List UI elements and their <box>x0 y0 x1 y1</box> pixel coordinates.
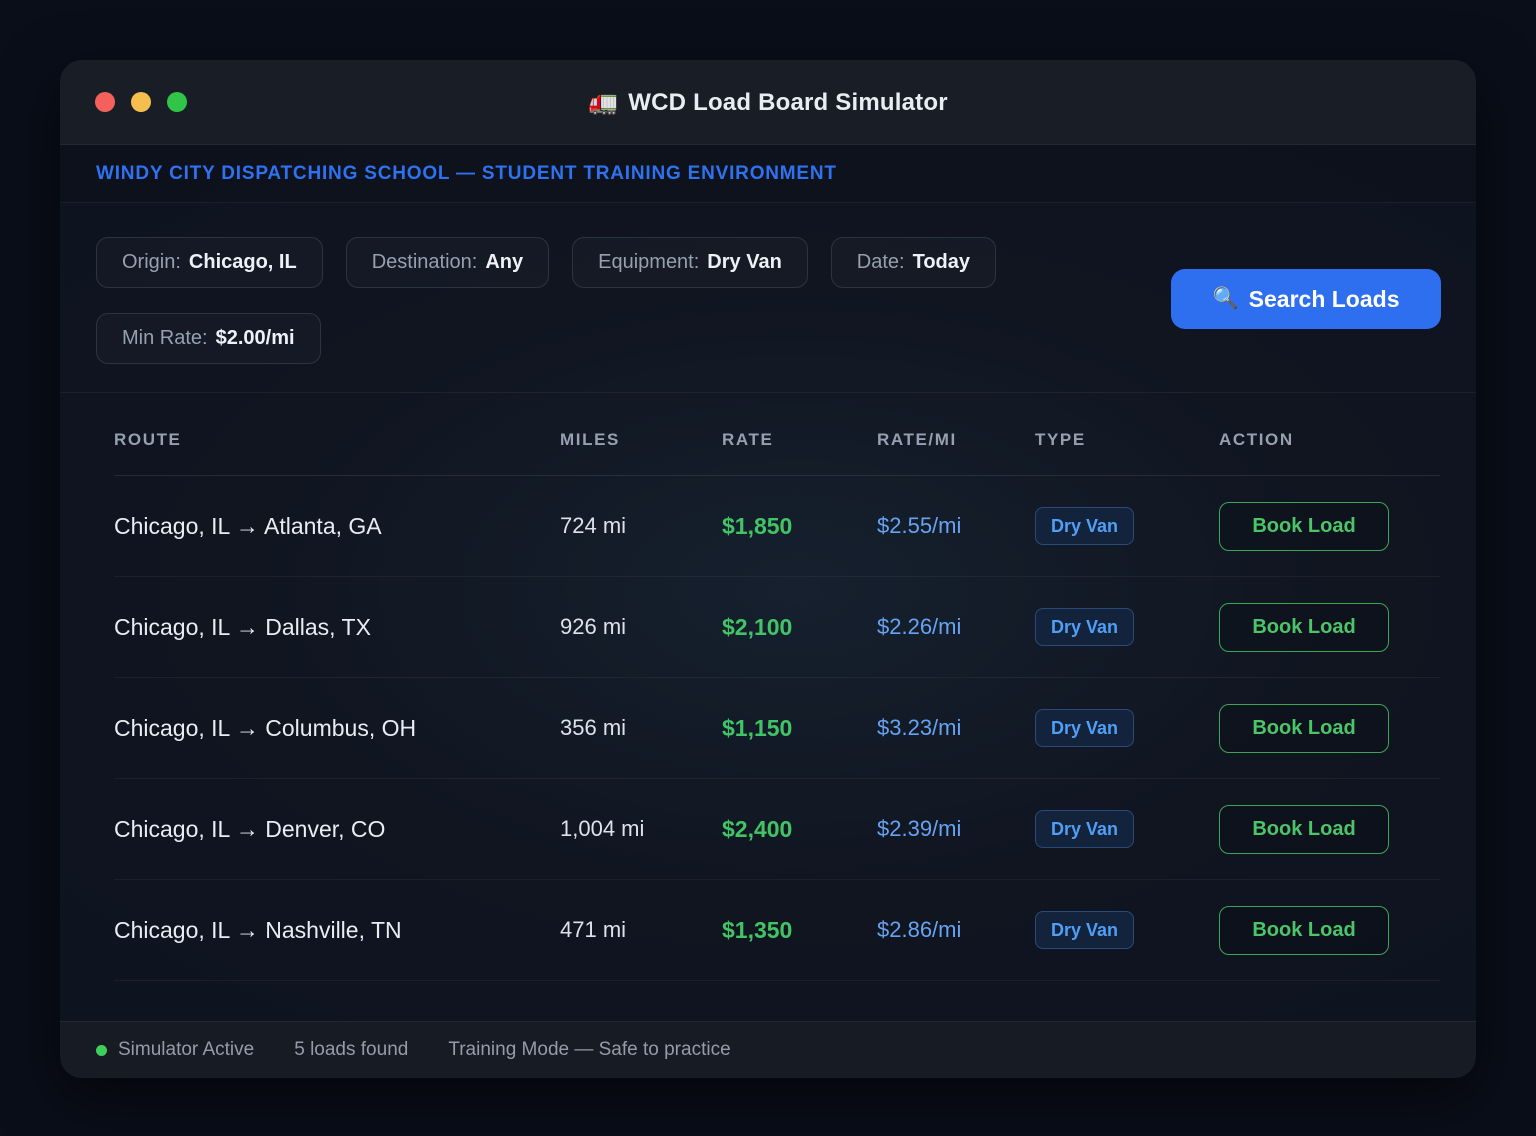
rate-cell: $1,850 <box>722 512 793 539</box>
filter-label: Destination: <box>371 251 478 273</box>
minimize-window-button[interactable] <box>131 92 151 112</box>
action-cell: Book Load <box>1219 905 1440 955</box>
column-header-action: Action <box>1219 430 1294 449</box>
simulator-status-text: Simulator Active <box>118 1039 255 1060</box>
window-title: 🚛 WCD Load Board Simulator <box>588 88 948 117</box>
search-loads-button[interactable]: 🔍 Search Loads <box>1171 269 1441 329</box>
miles-cell: 471 mi <box>560 917 627 942</box>
load-table: Route Miles Rate Rate/mi Type Action Chi… <box>96 393 1440 1021</box>
rate-cell: $1,150 <box>722 714 793 741</box>
rate-per-mi-cell: $2.55/mi <box>877 513 962 538</box>
miles-cell: 356 mi <box>560 715 627 740</box>
column-header-type: Type <box>1035 430 1086 449</box>
filter-label: Date: <box>856 251 905 273</box>
filters-panel: Origin: Chicago, IL Destination: Any Equ… <box>60 203 1476 393</box>
filter-value: Chicago, IL <box>188 251 297 273</box>
loads-found-count: 5 loads found <box>294 1039 409 1060</box>
filter-value: Today <box>912 251 971 273</box>
filter-chip-destination[interactable]: Destination: Any <box>345 237 550 288</box>
table-header-row: Route Miles Rate Rate/mi Type Action <box>114 393 1440 476</box>
traffic-lights <box>95 92 187 112</box>
miles-cell: 724 mi <box>560 513 627 538</box>
column-header-rate-per-mi: Rate/mi <box>877 430 957 449</box>
book-load-button[interactable]: Book Load <box>1219 804 1389 854</box>
app-window: 🚛 WCD Load Board Simulator WINDY CITY DIS… <box>60 60 1476 1078</box>
route-cell: Chicago, IL → Atlanta, GA <box>114 512 382 539</box>
filter-chip-date[interactable]: Date: Today <box>830 237 997 288</box>
status-bar: Simulator Active 5 loads found Training … <box>60 1021 1476 1078</box>
type-cell: Dry Van <box>1035 911 1219 949</box>
book-load-button[interactable]: Book Load <box>1219 703 1389 753</box>
rate-per-mi-cell: $2.39/mi <box>877 816 962 841</box>
type-cell: Dry Van <box>1035 507 1219 545</box>
route-cell: Chicago, IL → Columbus, OH <box>114 714 417 741</box>
filter-value: Dry Van <box>707 251 782 273</box>
equipment-badge: Dry Van <box>1035 911 1135 949</box>
equipment-badge: Dry Van <box>1035 507 1135 545</box>
action-cell: Book Load <box>1219 703 1440 753</box>
route-cell: Chicago, IL → Denver, CO <box>114 815 386 842</box>
filter-chip-row-1: Origin: Chicago, IL Destination: Any Equ… <box>96 237 1440 288</box>
load-row: Chicago, IL → Denver, CO 1,004 mi $2,400… <box>114 779 1440 880</box>
column-header-route: Route <box>114 430 182 449</box>
column-header-rate: Rate <box>722 430 774 449</box>
miles-cell: 1,004 mi <box>560 816 645 841</box>
route-cell: Chicago, IL → Dallas, TX <box>114 613 371 640</box>
type-cell: Dry Van <box>1035 608 1219 646</box>
training-mode-text: Training Mode — Safe to practice <box>448 1039 731 1060</box>
filter-chip-equipment[interactable]: Equipment: Dry Van <box>572 237 808 288</box>
filter-label: Equipment: <box>598 251 700 273</box>
equipment-badge: Dry Van <box>1035 709 1135 747</box>
action-cell: Book Load <box>1219 804 1440 854</box>
book-load-button[interactable]: Book Load <box>1219 602 1389 652</box>
filter-value: Any <box>485 251 524 273</box>
load-row: Chicago, IL → Atlanta, GA 724 mi $1,850 … <box>114 476 1440 577</box>
search-loads-label: Search Loads <box>1248 285 1400 312</box>
simulator-status: Simulator Active <box>96 1039 254 1061</box>
equipment-badge: Dry Van <box>1035 608 1135 646</box>
filter-value: $2.00/mi <box>215 327 295 349</box>
truck-icon: 🚛 <box>588 88 619 116</box>
action-cell: Book Load <box>1219 501 1440 551</box>
rate-cell: $1,350 <box>722 916 793 943</box>
type-cell: Dry Van <box>1035 810 1219 848</box>
search-icon: 🔍 <box>1212 287 1239 310</box>
rate-per-mi-cell: $3.23/mi <box>877 715 962 740</box>
route-cell: Chicago, IL → Nashville, TN <box>114 916 402 943</box>
training-banner-text: WINDY CITY DISPATCHING SCHOOL — STUDENT … <box>96 162 837 184</box>
close-window-button[interactable] <box>95 92 115 112</box>
miles-cell: 926 mi <box>560 614 627 639</box>
window-title-text: WCD Load Board Simulator <box>628 88 948 116</box>
column-header-miles: Miles <box>560 430 620 449</box>
type-cell: Dry Van <box>1035 709 1219 747</box>
book-load-button[interactable]: Book Load <box>1219 905 1389 955</box>
action-cell: Book Load <box>1219 602 1440 652</box>
filter-chip-row-2: Min Rate: $2.00/mi <box>96 313 1440 364</box>
maximize-window-button[interactable] <box>167 92 187 112</box>
filter-chip-min-rate[interactable]: Min Rate: $2.00/mi <box>96 313 321 364</box>
load-row: Chicago, IL → Dallas, TX 926 mi $2,100 $… <box>114 577 1440 678</box>
load-row: Chicago, IL → Nashville, TN 471 mi $1,35… <box>114 880 1440 981</box>
filter-chip-origin[interactable]: Origin: Chicago, IL <box>96 237 323 288</box>
titlebar: 🚛 WCD Load Board Simulator <box>60 60 1476 145</box>
rate-per-mi-cell: $2.86/mi <box>877 917 962 942</box>
equipment-badge: Dry Van <box>1035 810 1135 848</box>
training-banner: WINDY CITY DISPATCHING SCHOOL — STUDENT … <box>60 145 1476 203</box>
rate-cell: $2,400 <box>722 815 793 842</box>
load-row: Chicago, IL → Columbus, OH 356 mi $1,150… <box>114 678 1440 779</box>
book-load-button[interactable]: Book Load <box>1219 501 1389 551</box>
status-dot-icon <box>96 1044 107 1056</box>
filter-label: Origin: <box>122 251 181 273</box>
rate-cell: $2,100 <box>722 613 793 640</box>
filter-label: Min Rate: <box>122 327 208 349</box>
rate-per-mi-cell: $2.26/mi <box>877 614 962 639</box>
